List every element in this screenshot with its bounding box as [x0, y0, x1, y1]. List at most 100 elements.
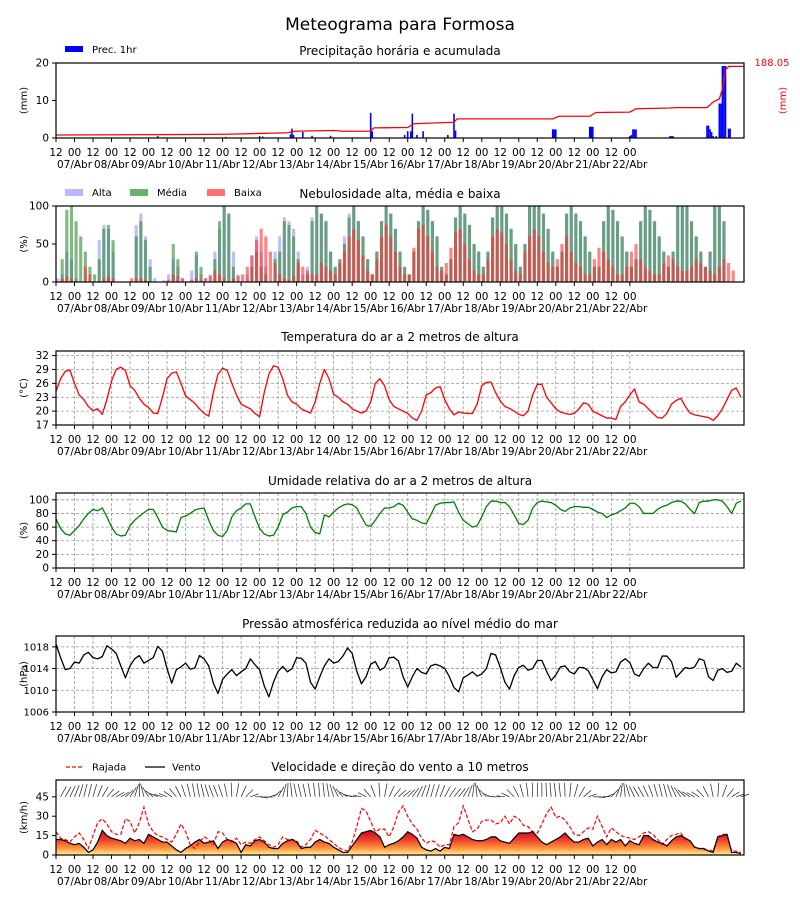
cloud-bar-baixa [708, 270, 712, 282]
x-day-label: 16/Abr [390, 303, 426, 315]
precip-bar [258, 136, 261, 138]
x-tick-label: 00 [290, 291, 303, 303]
y-tick-label: 30 [36, 811, 49, 823]
wind-direction-arrow [307, 783, 311, 797]
y-tick-label: 1006 [24, 708, 49, 719]
x-day-label: 21/Abr [575, 159, 611, 171]
wind-direction-arrow [553, 783, 557, 797]
wind-direction-arrow [120, 791, 129, 798]
cloud-bar-baixa [495, 228, 499, 282]
legend-label: Prec. 1hr [92, 45, 137, 56]
x-tick-label: 00 [290, 147, 303, 159]
x-day-label: 09/Abr [131, 446, 167, 458]
wind-direction-arrow [416, 786, 423, 797]
x-day-label: 10/Abr [168, 589, 204, 601]
x-day-label: 17/Abr [427, 589, 463, 601]
x-tick-label: 00 [253, 147, 266, 159]
x-day-label: 13/Abr [279, 303, 315, 315]
wind-direction-arrow [169, 788, 177, 798]
x-day-label: 14/Abr [316, 589, 352, 601]
wind-direction-arrow [444, 786, 451, 797]
x-tick-label: 12 [345, 864, 358, 876]
x-tick-label: 00 [549, 577, 562, 589]
legend-label: Média [157, 187, 187, 199]
x-tick-label: 12 [383, 434, 396, 446]
y-tick-label: 60 [36, 522, 49, 534]
legend-label: Vento [172, 763, 201, 774]
x-tick-label: 00 [364, 721, 377, 733]
y-tick-label: 1018 [24, 642, 49, 653]
wind-direction-arrow [332, 785, 339, 797]
x-tick-label: 12 [568, 721, 581, 733]
cloud-bar-baixa [430, 251, 434, 282]
legend-swatch-média [130, 189, 148, 196]
x-tick-label: 00 [216, 291, 229, 303]
x-tick-label: 12 [123, 864, 136, 876]
wind-direction-arrow [106, 788, 115, 798]
cloud-bar-baixa [491, 236, 495, 282]
precip-bar [709, 129, 711, 138]
cloud-bar-baixa [379, 236, 384, 282]
cloud-bar-baixa [458, 228, 462, 282]
x-tick-label: 12 [568, 291, 581, 303]
x-tick-label: 00 [68, 434, 81, 446]
cloud-bar-baixa [509, 259, 513, 282]
cloud-bar-baixa [514, 270, 518, 282]
y-axis-label: (°C) [19, 378, 30, 398]
accum-line [55, 65, 744, 136]
cloud-bar-media [227, 213, 231, 282]
cloud-bar-baixa [352, 228, 356, 282]
wind-direction-arrow [674, 787, 682, 798]
y-tick-label: 23 [36, 392, 49, 404]
cloud-bar-media [648, 209, 652, 282]
cloud-bar-media [60, 259, 64, 282]
precip-bar [672, 136, 674, 138]
cloud-bar-baixa [717, 266, 721, 282]
cloud-bar-baixa [176, 275, 180, 282]
x-tick-label: 12 [308, 291, 321, 303]
x-tick-label: 12 [234, 147, 247, 159]
x-tick-label: 12 [383, 577, 396, 589]
x-tick-label: 12 [160, 577, 173, 589]
cloud-bar-media [606, 206, 610, 282]
x-tick-label: 12 [568, 434, 581, 446]
cloud-bar-baixa [139, 278, 143, 282]
wind-direction-arrow [92, 784, 97, 797]
precip-bar [588, 126, 591, 138]
x-tick-label: 00 [512, 864, 525, 876]
cloud-bar-baixa [310, 274, 314, 282]
cloud-bar-baixa [342, 251, 347, 282]
x-tick-label: 00 [549, 147, 562, 159]
x-tick-label: 12 [197, 291, 210, 303]
cloud-bar-media [620, 236, 624, 282]
cloud-bar-baixa [69, 278, 74, 282]
wind-direction-arrow [642, 785, 649, 797]
x-tick-label: 12 [160, 864, 173, 876]
cloud-bar-media [143, 240, 148, 282]
cloud-bar-baixa [643, 266, 647, 282]
chart-title: Umidade relativa do ar a 2 metros de alt… [268, 474, 532, 488]
cloud-bar-alta [153, 278, 157, 282]
x-day-label: 13/Abr [279, 876, 315, 888]
wind-direction-arrow [297, 783, 302, 797]
plot-frame [55, 492, 745, 569]
x-day-label: 11/Abr [205, 589, 241, 601]
cloud-bar-media [292, 236, 296, 282]
wind-direction-arrow [731, 791, 740, 798]
cloud-bar-alta [167, 274, 171, 282]
precip-bar [633, 129, 636, 138]
cloud-bar-baixa [639, 259, 643, 282]
x-day-label: 16/Abr [390, 446, 426, 458]
x-tick-label: 00 [68, 864, 81, 876]
cloud-bar-alta [56, 278, 60, 282]
wind-direction-arrow [78, 784, 84, 797]
x-day-label: 15/Abr [353, 733, 389, 745]
x-tick-label: 00 [179, 434, 192, 446]
x-day-label: 19/Abr [501, 446, 537, 458]
x-day-label: 15/Abr [353, 159, 389, 171]
cloud-bar-baixa [560, 244, 564, 282]
cloud-bar-media [546, 228, 550, 282]
x-tick-label: 12 [457, 577, 470, 589]
precip-bar [369, 112, 372, 138]
